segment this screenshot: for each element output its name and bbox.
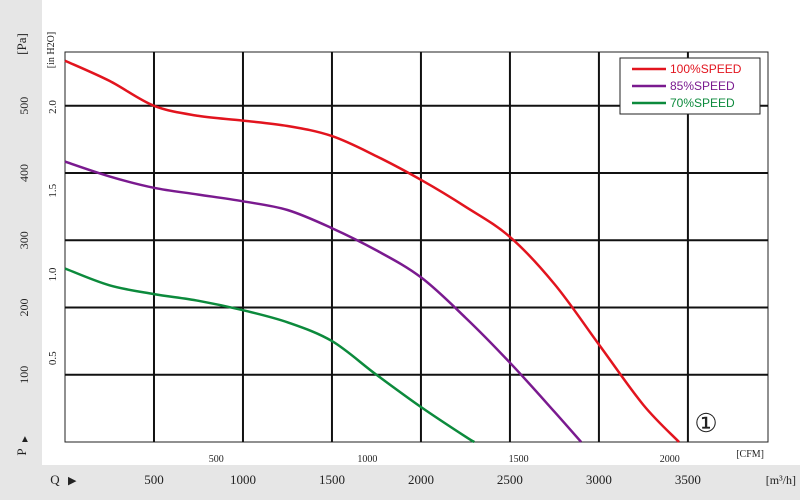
cmh-axis-label: [m³/h] [766, 473, 796, 487]
cmh-axis-ticks: 500 1000 1500 2000 2500 3000 3500 [144, 472, 701, 487]
cmh-tick-label: 2500 [497, 472, 523, 487]
inner-tick-label: 1.0 [47, 267, 59, 281]
inner-tick-label: 0.5 [47, 351, 59, 365]
left-axis-arrow-icon: ▲ [20, 434, 30, 445]
inner-axis-ticks: 0.5 1.0 1.5 2.0 [47, 100, 59, 365]
curve-100-speed [64, 59, 680, 443]
cfm-tick-label: 500 [209, 454, 224, 465]
left-tick-label: 200 [17, 299, 31, 317]
curve-number-annotation: ① [694, 409, 717, 438]
bottom-axis-band [0, 465, 800, 500]
inner-axis-label: [in H2O] [46, 32, 57, 68]
left-axis-label: [Pa] [14, 33, 29, 55]
left-tick-label: 300 [17, 231, 31, 249]
inner-tick-label: 1.5 [47, 183, 59, 197]
legend: 100%SPEED 85%SPEED 70%SPEED [619, 57, 761, 115]
left-axis-marker-label: P [14, 448, 29, 455]
left-axis-band [0, 0, 42, 500]
bottom-axis-arrow-icon: ▶ [68, 475, 77, 487]
cmh-tick-label: 500 [144, 472, 164, 487]
cfm-tick-label: 2000 [660, 454, 680, 465]
inner-tick-label: 2.0 [47, 100, 59, 114]
legend-label-85-speed: 85%SPEED [670, 79, 735, 93]
left-axis-ticks: 100 200 300 400 500 [17, 97, 31, 384]
left-tick-label: 100 [17, 366, 31, 384]
left-tick-label: 400 [17, 164, 31, 182]
bottom-axis-marker-label: Q [50, 472, 60, 487]
cfm-axis-label: [CFM] [736, 449, 764, 460]
grid [65, 52, 768, 442]
curve-70-speed [64, 267, 475, 444]
cmh-tick-label: 2000 [408, 472, 434, 487]
legend-label-70-speed: 70%SPEED [670, 96, 735, 110]
cmh-tick-label: 3000 [586, 472, 612, 487]
cfm-axis-ticks: 500 1000 1500 2000 [209, 454, 680, 465]
left-tick-label: 500 [17, 97, 31, 115]
curve-85-speed [64, 160, 583, 443]
cmh-tick-label: 1500 [319, 472, 345, 487]
plot-area [64, 51, 769, 443]
cmh-tick-label: 1000 [230, 472, 256, 487]
legend-label-100-speed: 100%SPEED [670, 62, 742, 76]
curves [64, 59, 680, 444]
cfm-tick-label: 1000 [357, 454, 377, 465]
cmh-tick-label: 3500 [675, 472, 701, 487]
cfm-tick-label: 1500 [509, 454, 529, 465]
